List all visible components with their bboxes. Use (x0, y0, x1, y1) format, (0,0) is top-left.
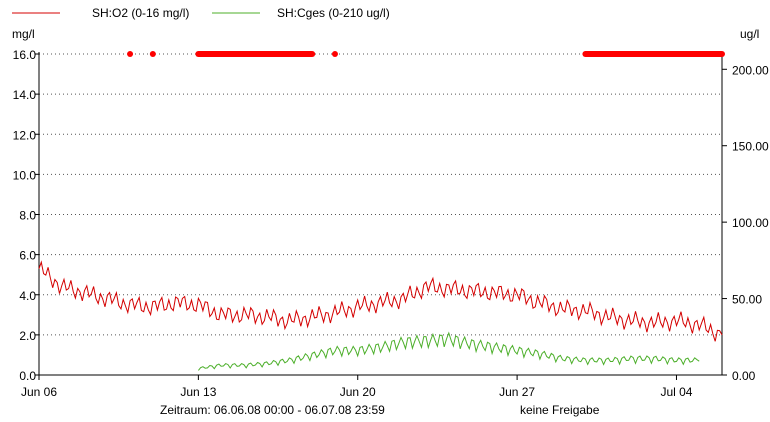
axes (38, 52, 723, 376)
left-unit-label: mg/l (12, 27, 35, 41)
right-unit-label: ug/l (740, 27, 759, 41)
right-tick-label: 0.00 (732, 369, 756, 383)
grid (39, 53, 722, 376)
left-tick-label: 0.0 (19, 369, 36, 383)
right-tick-label: 200.00 (732, 63, 769, 77)
x-axis-ticks: Jun 06 Jun 13 Jun 20 Jun 27 Jul 04 (21, 375, 693, 399)
right-tick-label: 150.00 (732, 140, 769, 154)
right-axis-ticks: 0.00 50.00 100.00 150.00 200.00 (722, 63, 769, 383)
status-marker (149, 51, 156, 57)
x-tick-label: Jul 04 (660, 385, 692, 399)
x-tick-label: Jun 27 (499, 385, 535, 399)
left-tick-label: 2.0 (19, 329, 36, 343)
legend-o2-label: SH:O2 (0-16 mg/l) (92, 6, 189, 20)
series-line (198, 331, 700, 371)
left-tick-label: 8.0 (19, 209, 36, 223)
legend: SH:O2 (0-16 mg/l) SH:Cges (0-210 ug/l) (12, 6, 390, 20)
x-tick-label: Jun 06 (21, 385, 57, 399)
x-tick-label: Jun 13 (180, 385, 216, 399)
left-tick-label: 4.0 (19, 289, 36, 303)
legend-cges-label: SH:Cges (0-210 ug/l) (277, 6, 390, 20)
left-tick-label: 12.0 (13, 128, 37, 142)
left-tick-label: 6.0 (19, 249, 36, 263)
status-marker (127, 51, 134, 57)
release-status-label: keine Freigabe (520, 403, 600, 417)
left-tick-label: 10.0 (13, 168, 37, 182)
right-tick-label: 50.00 (732, 293, 762, 307)
x-tick-label: Jun 20 (340, 385, 376, 399)
left-tick-label: 14.0 (13, 88, 37, 102)
series (38, 260, 723, 371)
status-markers (127, 51, 725, 57)
left-axis-ticks: 0.0 2.0 4.0 6.0 8.0 10.0 12.0 14.0 16.0 (13, 48, 39, 383)
right-tick-label: 100.00 (732, 216, 769, 230)
status-marker (331, 51, 338, 57)
left-tick-label: 16.0 (13, 48, 37, 62)
series-line (38, 260, 723, 342)
period-label: Zeitraum: 06.06.08 00:00 - 06.07.08 23:5… (160, 403, 385, 417)
